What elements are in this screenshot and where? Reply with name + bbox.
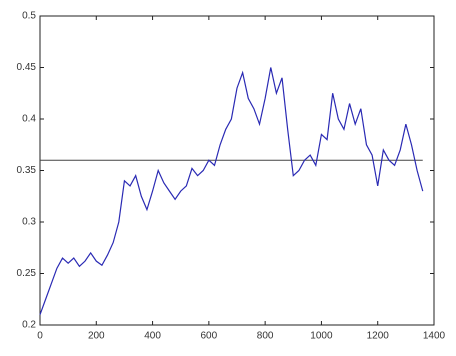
y-tick-label: 0.4 <box>22 114 36 125</box>
y-tick-label: 0.25 <box>17 268 37 279</box>
y-tick-label: 0.3 <box>22 217 36 228</box>
x-tick-label: 0 <box>37 331 43 342</box>
y-tick-label: 0.35 <box>17 165 37 176</box>
y-tick-label: 0.45 <box>17 62 37 73</box>
y-tick-label: 0.5 <box>22 11 36 22</box>
x-tick-label: 600 <box>201 331 218 342</box>
y-tick-label: 0.2 <box>22 320 36 331</box>
x-tick-label: 200 <box>88 331 105 342</box>
x-tick-label: 1000 <box>310 331 333 342</box>
x-tick-label: 800 <box>257 331 274 342</box>
x-tick-label: 1200 <box>367 331 390 342</box>
data-line <box>39 67 424 315</box>
x-tick-label: 400 <box>144 331 161 342</box>
x-tick-label: 1400 <box>423 331 446 342</box>
